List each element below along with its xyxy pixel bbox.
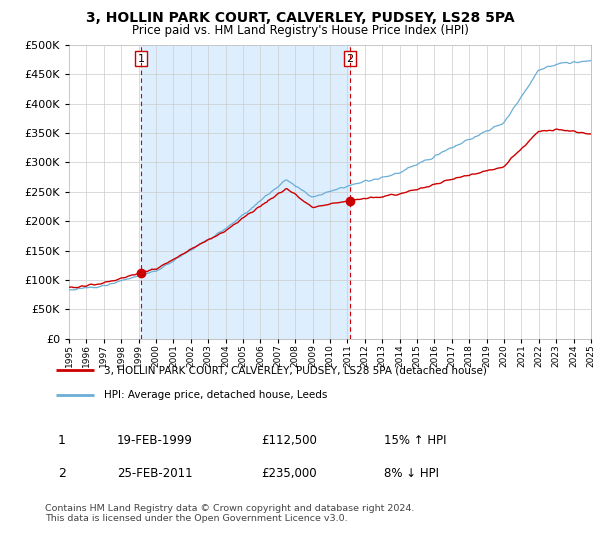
Text: 19-FEB-1999: 19-FEB-1999 [117, 434, 193, 447]
Text: 3, HOLLIN PARK COURT, CALVERLEY, PUDSEY, LS28 5PA: 3, HOLLIN PARK COURT, CALVERLEY, PUDSEY,… [86, 11, 514, 25]
Text: HPI: Average price, detached house, Leeds: HPI: Average price, detached house, Leed… [104, 390, 328, 399]
Text: 2: 2 [346, 54, 353, 64]
Text: 3, HOLLIN PARK COURT, CALVERLEY, PUDSEY, LS28 5PA (detached house): 3, HOLLIN PARK COURT, CALVERLEY, PUDSEY,… [104, 366, 487, 375]
Text: £112,500: £112,500 [261, 434, 317, 447]
Text: Contains HM Land Registry data © Crown copyright and database right 2024.
This d: Contains HM Land Registry data © Crown c… [45, 504, 415, 524]
Text: 2: 2 [58, 466, 66, 480]
Text: 1: 1 [58, 434, 66, 447]
Text: £235,000: £235,000 [261, 466, 317, 480]
Bar [141, 45, 350, 339]
Text: 25-FEB-2011: 25-FEB-2011 [117, 466, 193, 480]
Text: 15% ↑ HPI: 15% ↑ HPI [384, 434, 446, 447]
Text: 8% ↓ HPI: 8% ↓ HPI [384, 466, 439, 480]
Text: 1: 1 [137, 54, 145, 64]
Text: Price paid vs. HM Land Registry's House Price Index (HPI): Price paid vs. HM Land Registry's House … [131, 24, 469, 37]
